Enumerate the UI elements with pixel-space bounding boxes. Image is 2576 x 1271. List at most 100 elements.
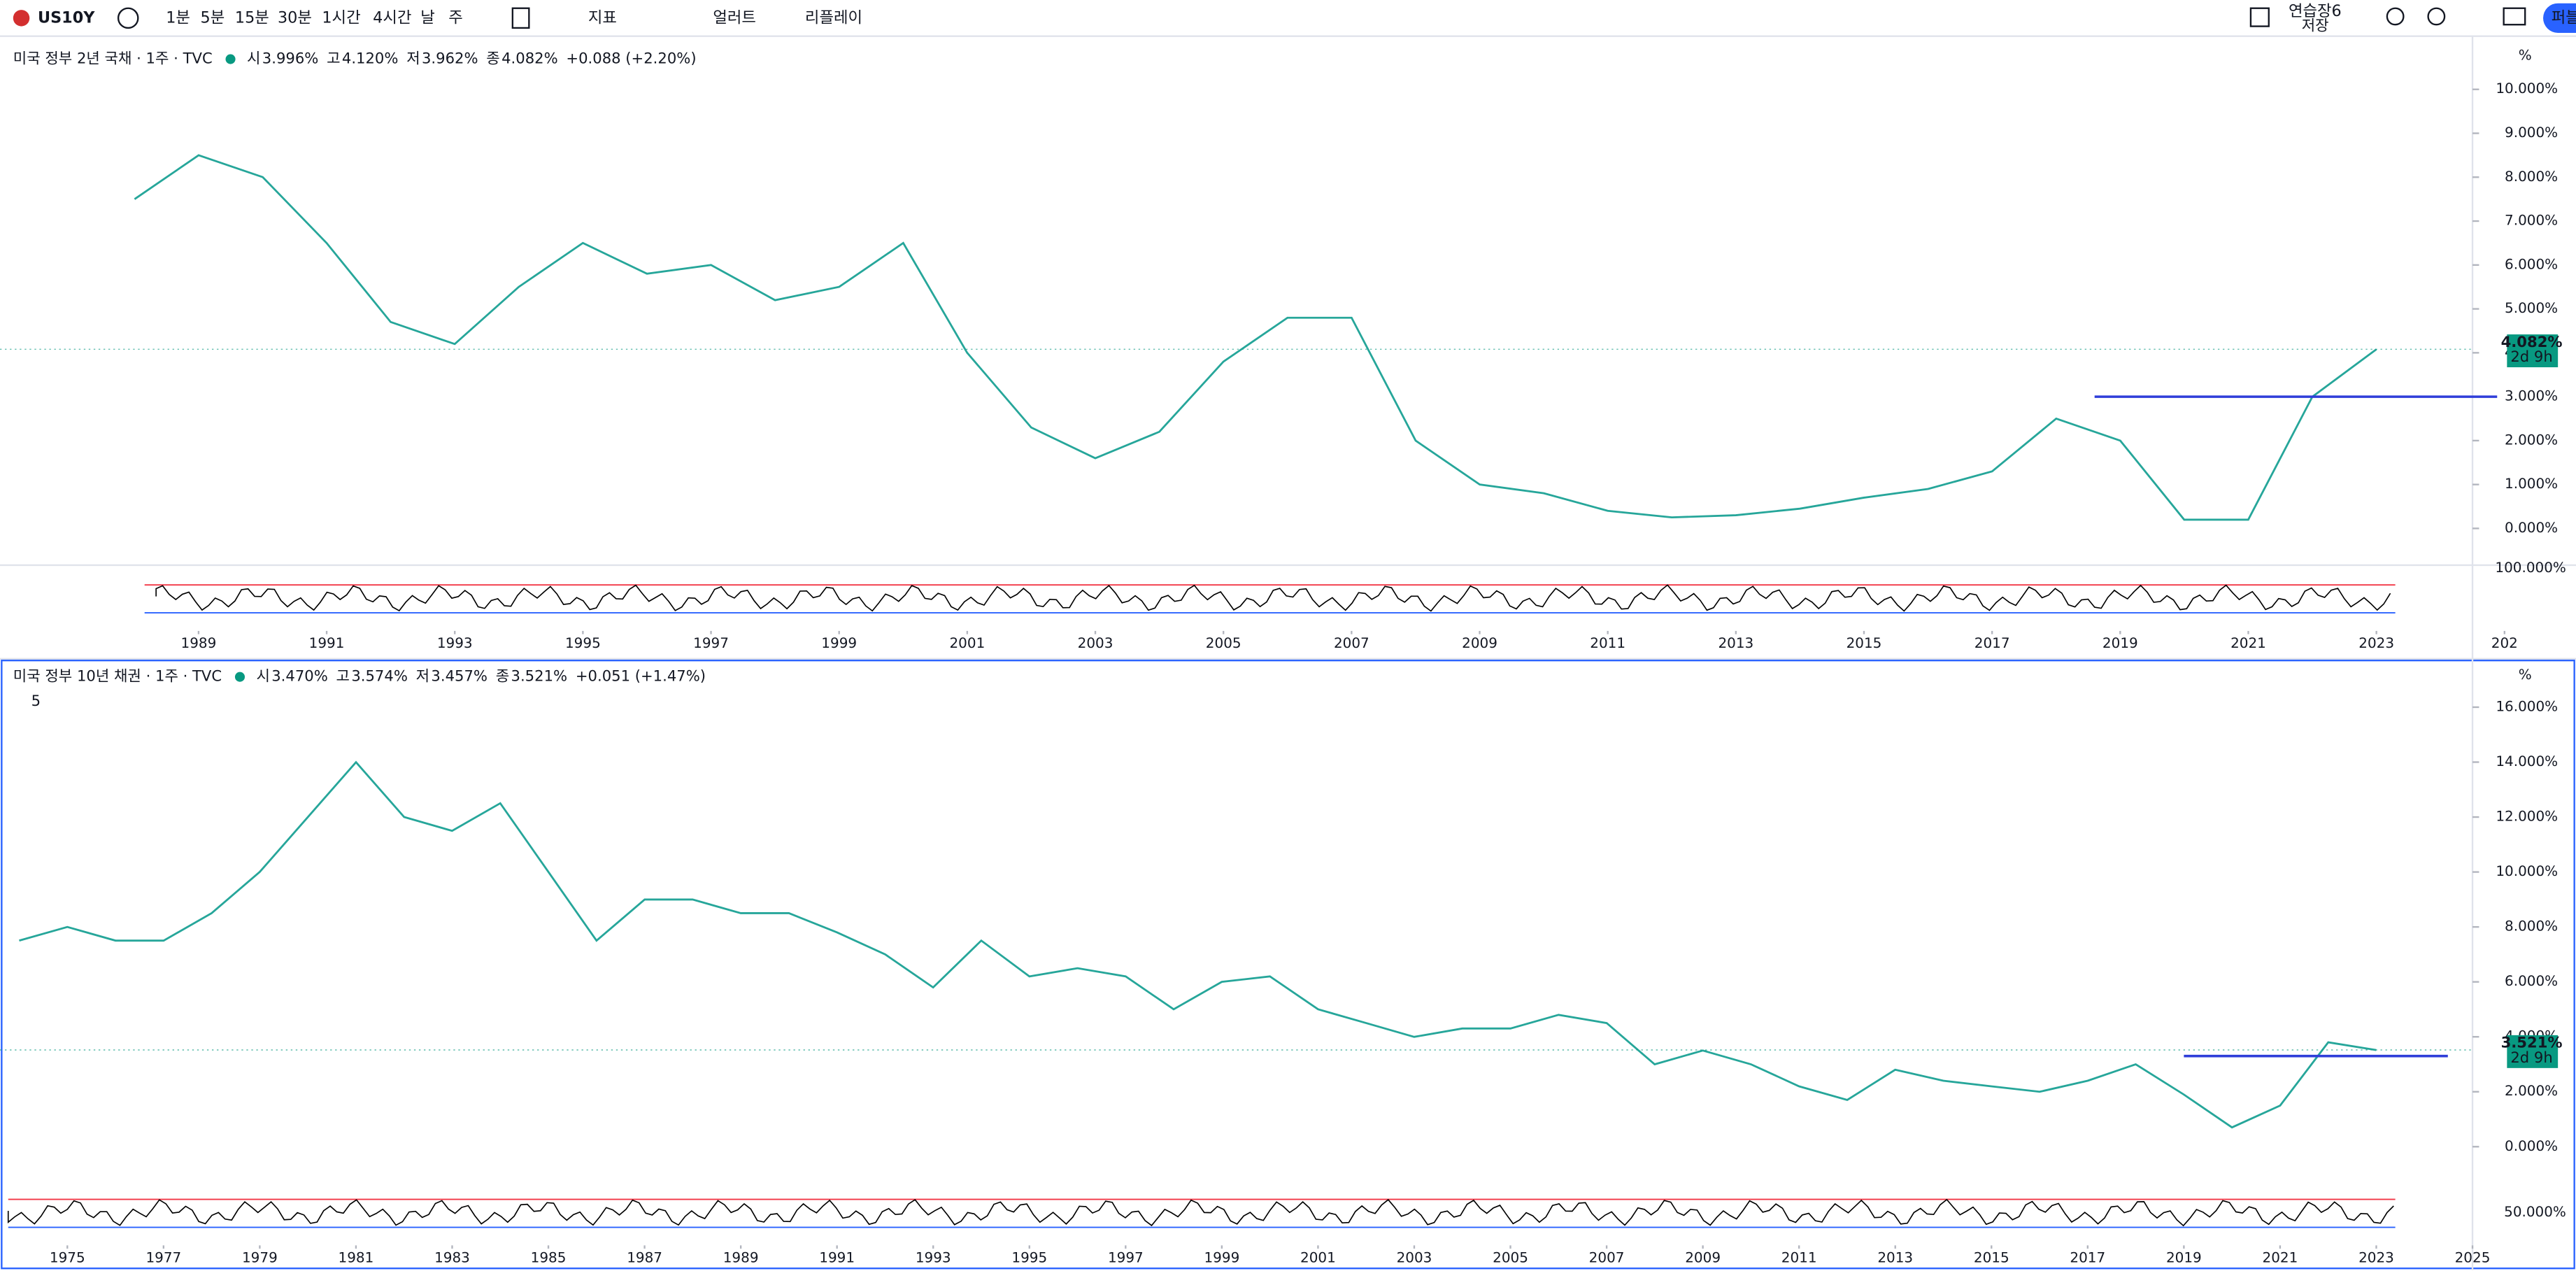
- interval[interactable]: 30분: [278, 8, 312, 27]
- x-tick-label: 1993: [437, 634, 473, 651]
- interval[interactable]: 날: [420, 8, 435, 27]
- y-tick-label: 8.000%: [2505, 168, 2558, 185]
- x-tick-label: 2015: [1974, 1249, 2009, 1266]
- snapshot-icon[interactable]: [2503, 7, 2526, 26]
- legend-c: 3.521%: [511, 667, 568, 685]
- osc-label: 50.000%: [2504, 1203, 2566, 1220]
- legend-c-label: 종: [486, 50, 499, 67]
- y-tick-label: 0.000%: [2505, 519, 2558, 536]
- x-tick-label: 1991: [309, 634, 345, 651]
- x-tick-label: 1997: [693, 634, 729, 651]
- legend-l-label: 저: [406, 50, 420, 67]
- interval[interactable]: 주: [448, 8, 463, 27]
- x-tick-label: 2001: [1300, 1249, 1336, 1266]
- replay[interactable]: 리플레이: [805, 8, 862, 27]
- y-tick-label: 8.000%: [2505, 918, 2558, 935]
- legend-change: +0.088 (+2.20%): [566, 50, 696, 67]
- x-tick-label: 1987: [627, 1249, 662, 1266]
- y-tick-label: 6.000%: [2505, 972, 2558, 989]
- x-tick-label: 1981: [339, 1249, 374, 1266]
- toolbar: [0, 0, 2576, 36]
- indicators[interactable]: 지표: [588, 8, 617, 27]
- x-tick-label: 2001: [949, 634, 985, 651]
- save-status: 저장: [2302, 17, 2329, 34]
- legend-h-label: 고: [336, 667, 350, 685]
- legend-h: 4.120%: [342, 50, 399, 67]
- chart-type[interactable]: [511, 7, 530, 29]
- settings-icon[interactable]: [2427, 7, 2446, 26]
- legend-o-label: 시: [247, 50, 260, 67]
- x-tick-label: 2017: [2070, 1249, 2105, 1266]
- legend-l-label: 저: [416, 667, 429, 685]
- oscillator: [7, 1198, 2394, 1227]
- legend-title: 미국 정부 10년 채권 · 1주 · TVC: [13, 667, 222, 685]
- x-tick-label: 1999: [1204, 1249, 1239, 1266]
- layout-name[interactable]: 연습장6: [2289, 2, 2342, 20]
- price-unit: %: [2519, 666, 2532, 683]
- price-line: [134, 154, 2377, 521]
- legend-o: 3.996%: [262, 50, 319, 67]
- x-tick-label: 1977: [145, 1249, 181, 1266]
- y-tick-label: 6.000%: [2505, 255, 2558, 272]
- interval[interactable]: 4시간: [373, 8, 411, 27]
- x-tick-label: 2003: [1397, 1249, 1432, 1266]
- x-tick-label: 1983: [434, 1249, 470, 1266]
- publish-button[interactable]: [2543, 3, 2576, 33]
- x-tick-label: 2005: [1206, 634, 1241, 651]
- x-tick-label: 1995: [565, 634, 601, 651]
- price-tag-countdown: 2d 9h: [2510, 1049, 2552, 1066]
- y-tick-label: 16.000%: [2496, 697, 2558, 714]
- price-tag-countdown: 2d 9h: [2510, 348, 2552, 365]
- search-icon[interactable]: [2386, 7, 2405, 26]
- osc-label: 100.000%: [2495, 559, 2566, 576]
- y-tick-label: 1.000%: [2505, 475, 2558, 492]
- legend-h-label: 고: [327, 50, 340, 67]
- interval[interactable]: 1분: [166, 8, 190, 27]
- x-tick-label: 2013: [1718, 634, 1753, 651]
- price-line: [19, 760, 2377, 1129]
- x-tick-label: 1989: [723, 1249, 759, 1266]
- price-unit: %: [2519, 46, 2532, 63]
- active-pane-border: [1, 660, 2575, 1270]
- legend-o-label: 시: [256, 667, 269, 685]
- layout-icon[interactable]: [2249, 7, 2270, 27]
- x-tick-label: 1979: [242, 1249, 278, 1266]
- x-tick-label: 2021: [2263, 1249, 2298, 1266]
- alert[interactable]: 얼러트: [713, 8, 756, 27]
- oscillator: [155, 584, 2391, 612]
- y-tick-label: 2.000%: [2505, 1082, 2558, 1099]
- legend-c-label: 종: [496, 667, 509, 685]
- interval[interactable]: 5분: [201, 8, 225, 27]
- y-tick-label: 10.000%: [2496, 862, 2558, 879]
- status-dot: [234, 672, 245, 682]
- x-tick-label: 2011: [1781, 1249, 1817, 1266]
- x-tick-label: 2003: [1078, 634, 1113, 651]
- legend-o: 3.470%: [271, 667, 328, 685]
- x-tick-label: 2019: [2102, 634, 2138, 651]
- x-tick-label: 1999: [821, 634, 857, 651]
- interval[interactable]: 15분: [235, 8, 269, 27]
- x-tick-label: 1993: [916, 1249, 951, 1266]
- publish[interactable]: 퍼블: [2552, 8, 2576, 27]
- x-tick-label: 2011: [1590, 634, 1625, 651]
- y-tick-label: 0.000%: [2505, 1137, 2558, 1154]
- x-tick-label: 2013: [1877, 1249, 1913, 1266]
- x-tick-label: 202: [2491, 634, 2518, 651]
- interval[interactable]: 1시간: [322, 8, 360, 27]
- collapse-count[interactable]: 5: [31, 692, 41, 709]
- y-tick-label: 9.000%: [2505, 124, 2558, 141]
- x-tick-label: 2005: [1493, 1249, 1528, 1266]
- price-tag: [2507, 334, 2559, 368]
- x-tick-label: 1995: [1011, 1249, 1047, 1266]
- y-tick-label: 12.000%: [2496, 808, 2558, 825]
- x-tick-label: 2009: [1685, 1249, 1721, 1266]
- y-tick-label: 5.000%: [2505, 299, 2558, 316]
- x-tick-label: 2015: [1846, 634, 1882, 651]
- y-tick-label: 14.000%: [2496, 753, 2558, 769]
- x-tick-label: 2007: [1334, 634, 1369, 651]
- x-tick-label: 1975: [50, 1249, 85, 1266]
- symbol[interactable]: US10Y: [38, 8, 95, 27]
- add-symbol[interactable]: [117, 7, 139, 29]
- x-tick-label: 2007: [1589, 1249, 1625, 1266]
